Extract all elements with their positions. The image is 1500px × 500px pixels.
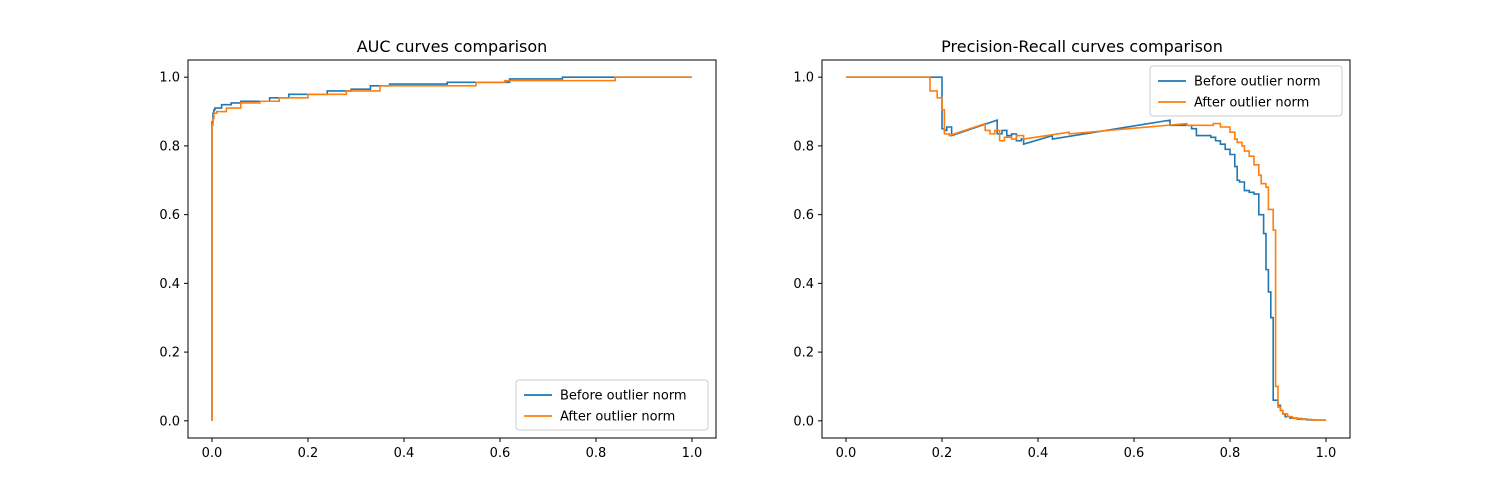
x-tick-label: 0.0: [836, 446, 857, 461]
y-tick-label: 0.4: [793, 277, 814, 292]
y-tick-label: 0.0: [793, 414, 814, 429]
legend: Before outlier norm After outlier norm: [515, 379, 709, 431]
legend-entry: Before outlier norm: [1194, 75, 1321, 90]
chart-title: AUC curves comparison: [357, 37, 548, 56]
auc-chart: AUC curves comparison Before outlier nor…: [159, 37, 717, 461]
chart-title: Precision-Recall curves comparison: [941, 37, 1223, 56]
x-tick-label: 0.8: [1220, 446, 1241, 461]
legend-box: [515, 379, 709, 431]
legend-entry: After outlier norm: [1194, 96, 1309, 111]
x-tick-label: 0.4: [1028, 446, 1049, 461]
y-tick-label: 1.0: [793, 71, 814, 86]
y-tick-label: 0.6: [159, 208, 180, 223]
series-line-1: [846, 76, 1326, 421]
y-tick-label: 0.2: [793, 346, 814, 361]
x-tick-label: 0.0: [202, 446, 223, 461]
x-tick-label: 0.2: [298, 446, 319, 461]
x-tick-label: 0.2: [932, 446, 953, 461]
axes-frame: [187, 59, 717, 439]
x-tick-label: 0.4: [394, 446, 415, 461]
legend: Before outlier norm After outlier norm: [1149, 65, 1343, 117]
y-tick-label: 0.8: [159, 139, 180, 154]
legend-entry: After outlier norm: [560, 410, 675, 425]
x-tick-label: 0.6: [490, 446, 511, 461]
y-tick-label: 0.2: [159, 346, 180, 361]
plot-area: [846, 76, 1327, 421]
y-tick-label: 0.6: [793, 208, 814, 223]
x-tick-label: 0.8: [586, 446, 607, 461]
legend-box: [1149, 65, 1343, 117]
y-tick-label: 0.0: [159, 414, 180, 429]
precision-recall-chart: Precision-Recall curves comparison Befor…: [793, 37, 1351, 461]
y-tick-label: 0.8: [793, 139, 814, 154]
series-line-1: [211, 76, 692, 421]
y-tick-label: 0.4: [159, 277, 180, 292]
x-tick-label: 1.0: [682, 446, 703, 461]
plot-area: [211, 76, 692, 421]
legend-entry: Before outlier norm: [560, 389, 687, 404]
axes-frame: [821, 59, 1351, 439]
x-tick-label: 1.0: [1316, 446, 1337, 461]
y-tick-label: 1.0: [159, 71, 180, 86]
x-tick-label: 0.6: [1124, 446, 1145, 461]
